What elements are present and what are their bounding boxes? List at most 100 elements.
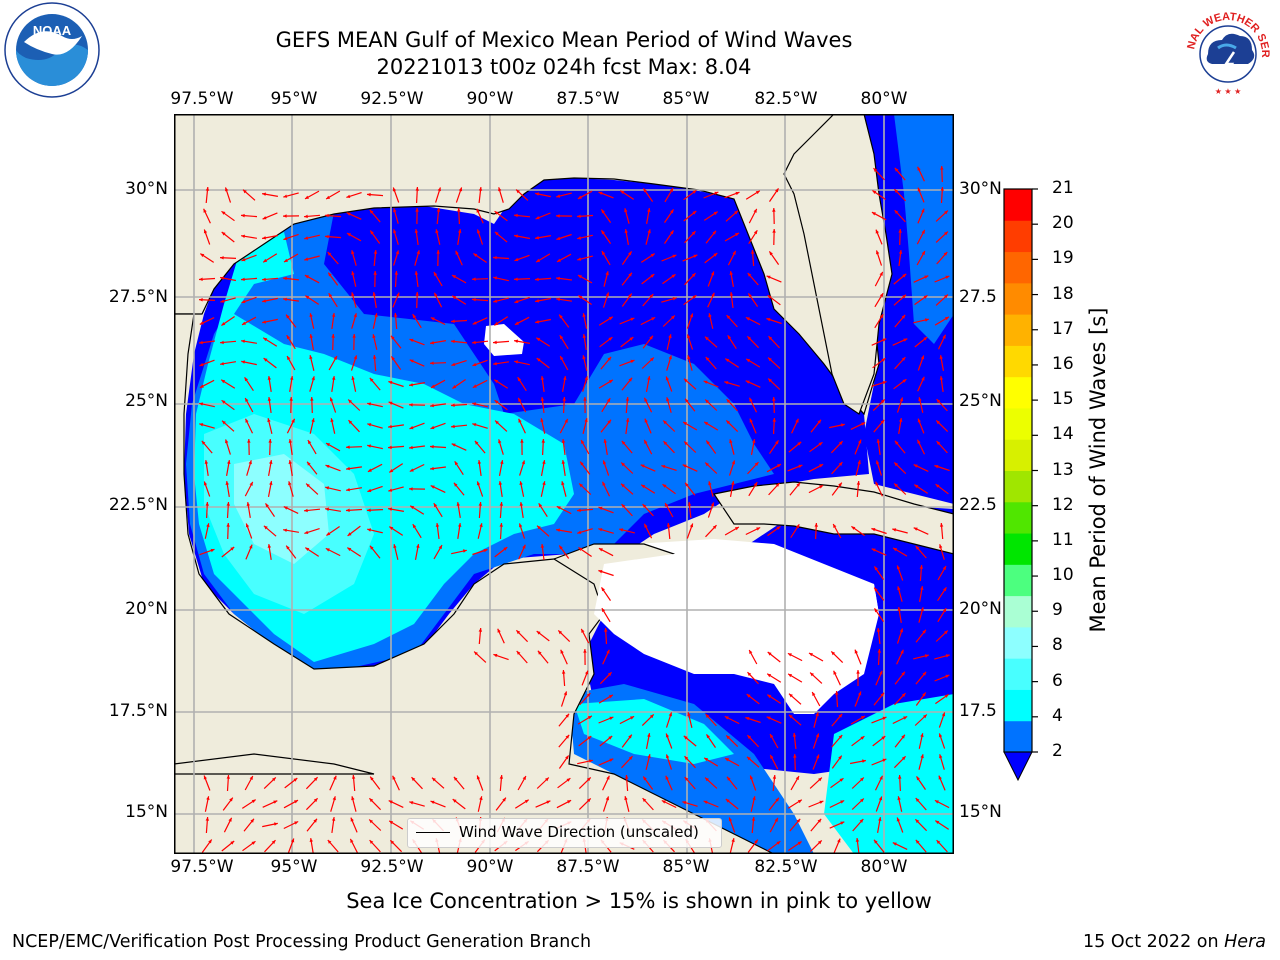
wave-direction-arrowhead [703,380,708,384]
wave-direction-arrowhead [304,236,309,240]
wave-direction-arrowhead [306,483,310,488]
wave-direction-arrowhead [734,527,739,531]
wave-direction-arrowhead [605,292,609,297]
colorbar-segment [1004,282,1032,315]
wave-direction-arrowhead [392,187,397,192]
wave-direction-arrowhead [705,777,709,782]
wave-direction-arrowhead [941,712,946,717]
wave-direction-arrowhead [777,464,781,468]
wave-direction-arrowhead [452,799,457,803]
wave-direction-arrowhead [556,506,561,510]
wave-direction-arrowhead [894,167,899,172]
wave-direction-arrowhead [577,257,582,261]
wave-direction-arrowhead [663,441,668,445]
wave-direction-arrowhead [797,799,802,804]
wave-direction-arrowhead [725,799,730,803]
wave-direction-arrowhead [682,464,687,468]
wave-direction-arrowhead [430,425,435,430]
wave-direction-arrowhead [731,460,735,465]
wave-direction-arrowhead [817,840,822,845]
wave-direction-arrowhead [206,796,210,800]
lon-bottom-label: 82.5°W [754,857,818,877]
wave-direction-arrowhead [249,481,253,486]
colorbar-tick-label: 21 [1052,178,1074,198]
wave-direction-arrowhead [269,481,273,485]
wave-direction-arrowhead [472,362,477,367]
wave-direction-arrowhead [901,734,905,739]
wave-direction-arrowhead [582,334,586,338]
wave-direction-arrowhead [726,420,731,425]
wave-direction-arrowhead [248,460,252,465]
wave-direction-arrowhead [451,339,455,344]
wave-direction-arrowhead [835,691,839,695]
wave-direction-arrowhead [307,461,311,466]
wave-direction-arrowhead [367,444,371,448]
footer-date-text: 15 Oct 2022 on [1083,932,1225,952]
wave-direction-arrowhead [663,420,667,425]
wave-direction-arrowhead [939,754,943,759]
wave-direction-arrowhead [518,397,522,402]
wave-direction-arrowhead [372,292,376,296]
wave-direction-arrowhead [921,208,925,213]
wave-direction-arrowhead [311,418,315,423]
wave-direction-arrowhead [273,800,278,804]
latitude-label-right: 20°N [959,599,1002,619]
wave-direction-arrowhead [414,271,419,275]
wave-direction-arrowhead [753,208,757,213]
colorbar-segment [1004,439,1032,471]
wave-direction-arrowhead [556,528,560,532]
wave-direction-arrowhead [609,758,614,762]
wave-direction-arrowhead [706,734,710,739]
wave-direction-arrowhead [641,484,646,489]
wave-direction-arrowhead [472,277,476,281]
wave-direction-arrowhead [819,485,824,489]
wave-direction-arrowhead [389,820,394,825]
wave-direction-arrowhead [818,777,822,782]
wave-direction-arrowhead [685,398,689,403]
wave-direction-arrowhead [608,379,613,384]
sea-ice-note: Sea Ice Concentration > 15% is shown in … [346,889,932,913]
wave-direction-arrowhead [493,340,497,345]
wave-direction-arrowhead [901,693,906,697]
wave-direction-arrowhead [945,275,950,279]
wave-direction-arrowhead [796,818,801,823]
wave-direction-arrowhead [896,565,901,570]
wave-direction-arrowhead [265,503,269,508]
wave-direction-arrowhead [393,313,398,317]
wave-direction-arrowhead [199,277,203,281]
wave-direction-arrowhead [775,188,779,193]
colorbar-segment [1004,501,1032,534]
cuba [713,481,954,555]
lon-bottom-label: 97.5°W [170,857,234,877]
wave-direction-arrowhead [479,523,483,528]
wave-direction-arrowhead [514,299,519,304]
wave-direction-arrowhead [935,484,940,488]
wave-direction-arrowhead [438,545,442,550]
wave-direction-arrowhead [598,528,603,532]
wave-direction-arrowhead [249,776,253,780]
wave-direction-arrowhead [879,775,883,780]
wave-direction-arrowhead [630,359,635,364]
wave-direction-arrowhead [199,340,203,345]
wave-direction-arrowhead [665,733,670,738]
wave-direction-arrowhead [409,487,413,491]
wave-direction-arrowhead [598,506,603,511]
wave-direction-arrowhead [220,362,224,366]
wave-direction-arrowhead [915,839,920,844]
lon-bottom-label: 80°W [860,857,908,877]
wave-direction-arrowhead [263,358,268,362]
wave-direction-arrowhead [936,399,941,403]
map-legend: Wind Wave Direction (unscaled) [407,818,722,848]
wave-direction-arrowhead [727,335,732,340]
wave-direction-arrowhead [581,440,585,444]
wave-direction-arrowhead [795,524,800,529]
wave-direction-arrowhead [598,570,603,574]
wave-direction-arrowhead [902,379,907,383]
wave-direction-arrowhead [269,460,273,464]
wave-direction-arrowhead [693,254,698,258]
wave-direction-arrowhead [367,468,372,472]
wave-direction-arrowhead [208,839,212,844]
wave-direction-arrowhead [920,586,924,590]
wave-direction-arrowhead [581,628,585,633]
latitude-label-left: 27.5°N [108,287,168,307]
